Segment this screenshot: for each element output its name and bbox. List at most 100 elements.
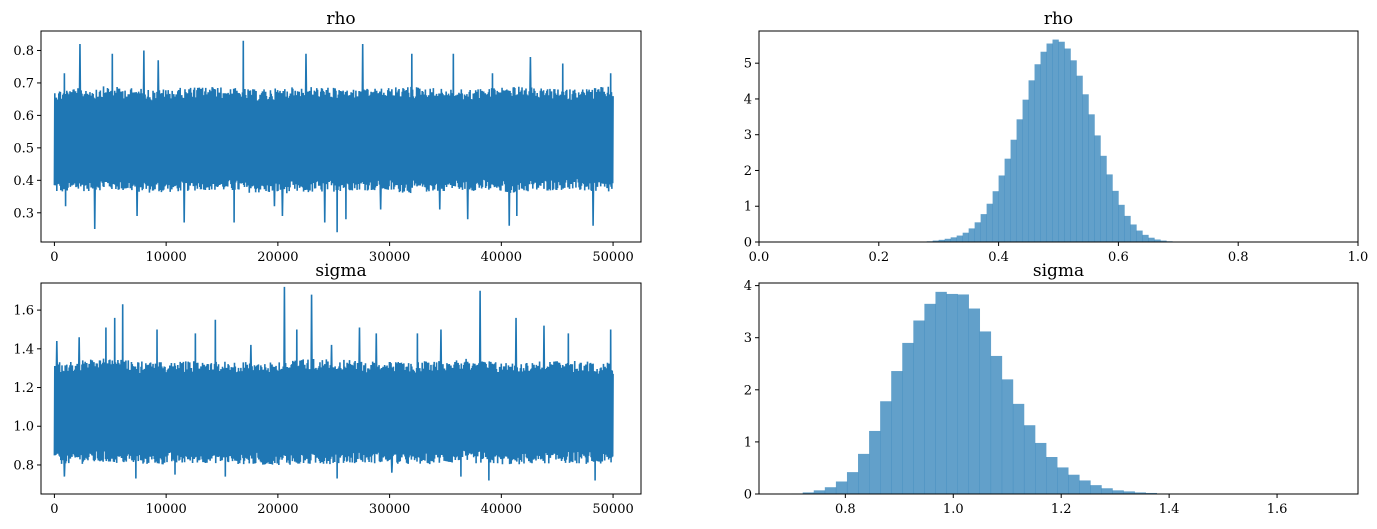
x-tick-label: 0 — [50, 250, 58, 265]
y-tick-label: 0 — [744, 488, 752, 503]
axes-frame — [758, 282, 1359, 495]
histogram-bar — [974, 222, 981, 242]
subplot-sigma-bar: 0.8 1.0 1.2 1.4 1.6 0 1 2 3 4 sigma — [744, 261, 1359, 517]
histogram-bar — [1035, 442, 1047, 494]
histogram-bar — [1022, 99, 1029, 242]
histogram-bar — [1079, 480, 1091, 494]
subplot-title: rho — [326, 9, 355, 29]
histogram-bar — [1076, 75, 1083, 242]
histogram-bar — [998, 175, 1005, 242]
x-tick-label: 40000 — [481, 250, 522, 265]
histogram-bar — [824, 487, 837, 494]
x-tick-label: 0.2 — [868, 250, 889, 265]
histogram-bar — [990, 355, 1003, 494]
histogram-bar — [1101, 488, 1113, 494]
histogram-bar — [813, 490, 826, 494]
histogram-bar — [938, 239, 945, 242]
histogram-bar — [1118, 204, 1125, 242]
x-tick-label: 20000 — [257, 502, 298, 517]
histogram-bar — [957, 294, 969, 494]
x-tick-label: 0.8 — [835, 502, 856, 517]
axes-frame — [758, 30, 1359, 243]
histogram-bar — [968, 228, 975, 242]
histogram-bar — [858, 453, 870, 494]
histogram-bar — [1112, 490, 1124, 494]
histogram-bar — [846, 472, 859, 494]
x-tick-label: 1.0 — [1348, 250, 1369, 265]
histogram-bar — [1124, 215, 1131, 242]
histogram-bar — [924, 303, 936, 494]
x-tick-label: 50000 — [592, 250, 633, 265]
y-tick-label: 0.6 — [13, 109, 34, 124]
axes-frame — [40, 282, 642, 495]
x-tick-label: 10000 — [145, 502, 186, 517]
histogram-bar — [962, 232, 969, 242]
x-tick-label: 0.8 — [1228, 250, 1249, 265]
trace-series-line — [53, 286, 614, 481]
y-tick-label: 0.8 — [13, 458, 34, 473]
histogram-bar — [1100, 155, 1107, 242]
histogram-bar — [902, 342, 914, 494]
histogram-bar — [1040, 51, 1047, 242]
subplot-title: rho — [1044, 9, 1073, 29]
histogram-bar — [986, 203, 993, 242]
x-tick-label: 1.4 — [1159, 502, 1180, 517]
histogram-bar — [1123, 491, 1135, 494]
histogram-bar — [956, 235, 963, 242]
subplot-rho-bar: 0.0 0.2 0.4 0.6 0.8 1.0 0 1 2 3 4 5 rho — [744, 9, 1369, 265]
histogram-bar — [1154, 239, 1161, 242]
histogram-bar — [1082, 94, 1089, 242]
x-tick-label: 20000 — [257, 250, 298, 265]
y-tick-label: 3 — [744, 128, 752, 143]
histogram-bar — [1052, 39, 1059, 242]
histogram-bar — [1016, 119, 1023, 242]
trace-series-line — [53, 40, 614, 233]
histogram-bar — [980, 214, 987, 242]
x-tick-label: 10000 — [145, 250, 186, 265]
histogram-bar — [1004, 158, 1011, 242]
histogram-bar — [1046, 43, 1053, 242]
histogram-bar — [1130, 224, 1137, 242]
plot-area — [914, 39, 1185, 242]
y-tick-label: 2 — [744, 164, 752, 179]
histogram-bar — [1160, 240, 1167, 242]
y-tick-label: 1.0 — [13, 420, 34, 435]
histogram-bar — [1070, 60, 1077, 242]
histogram-bar — [932, 240, 939, 242]
axes-frame — [40, 30, 642, 243]
histogram-bar — [944, 238, 951, 242]
y-tick-label: 0.8 — [13, 44, 34, 59]
y-tick-label: 0.7 — [13, 76, 34, 91]
plot-area — [53, 40, 614, 233]
histogram-bar — [992, 191, 999, 242]
x-tick-label: 0 — [50, 502, 58, 517]
subplot-title: sigma — [1033, 261, 1084, 281]
histogram-bar — [1064, 48, 1071, 242]
histogram-bar — [1028, 80, 1035, 242]
y-tick-label: 4 — [744, 279, 752, 294]
histogram-bar — [869, 430, 881, 494]
histogram-bar — [913, 320, 925, 494]
x-tick-label: 30000 — [369, 250, 410, 265]
histogram-bar — [1034, 64, 1041, 242]
histogram-bar — [1094, 135, 1101, 242]
histogram-bar — [1134, 492, 1146, 494]
histogram-bar — [835, 481, 848, 494]
histogram-bar — [1090, 485, 1102, 494]
histogram-bar — [1057, 467, 1069, 494]
histogram-bar — [1106, 174, 1113, 242]
histogram-bar — [1142, 234, 1149, 242]
y-tick-label: 1 — [744, 200, 752, 215]
histogram-bar — [1012, 403, 1025, 494]
x-tick-label: 40000 — [481, 502, 522, 517]
y-tick-label: 1 — [744, 435, 752, 450]
y-tick-label: 0.3 — [13, 206, 34, 221]
histogram-bar — [1112, 190, 1119, 242]
x-tick-label: 1.6 — [1267, 502, 1288, 517]
x-tick-label: 1.0 — [943, 502, 964, 517]
y-tick-label: 3 — [744, 331, 752, 346]
subplot-sigma-line: 0 10000 20000 30000 40000 50000 0.8 1.0 1.2 1.4 1.… — [13, 261, 642, 517]
histogram-bar — [1148, 237, 1155, 242]
histogram-bar — [968, 308, 981, 494]
